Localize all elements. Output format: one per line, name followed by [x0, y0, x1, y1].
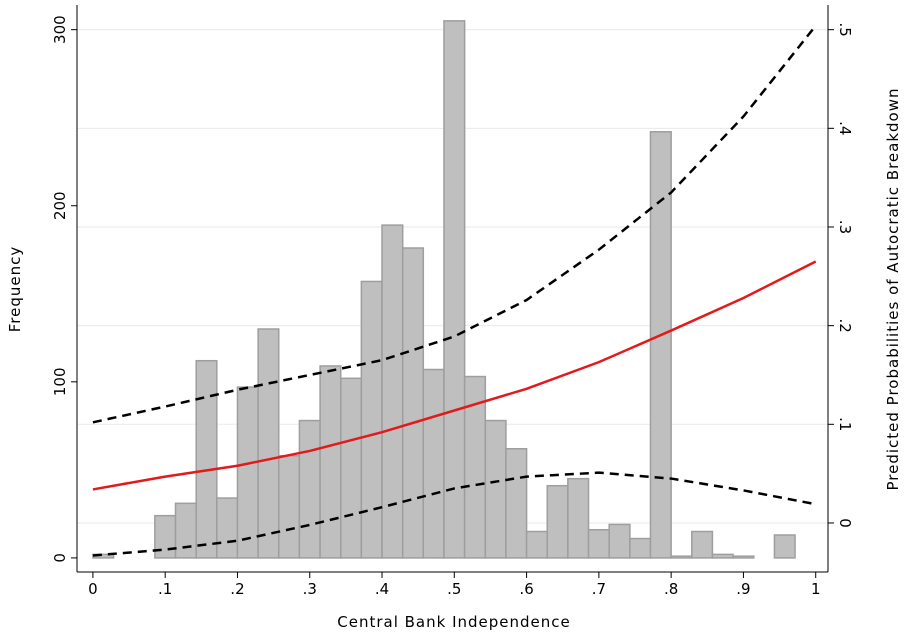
- x-tick-label: .5: [447, 580, 461, 598]
- bar: [340, 377, 363, 559]
- bar: [422, 368, 445, 559]
- x-tick-label: 1: [811, 580, 821, 598]
- y2-tick-label: .2: [836, 318, 854, 332]
- bar: [277, 455, 301, 559]
- x-tick-label: .1: [158, 580, 172, 598]
- bar: [629, 537, 652, 559]
- x-tick-label: .2: [230, 580, 244, 598]
- bar: [319, 365, 342, 559]
- bar: [587, 528, 610, 559]
- bar: [567, 477, 590, 559]
- bar: [505, 447, 528, 559]
- y2-tick-label: .5: [836, 23, 854, 37]
- x-tick-label: .3: [303, 580, 317, 598]
- y-tick-label: 300: [51, 15, 69, 44]
- bar: [92, 553, 115, 559]
- x-axis-title: Central Bank Independence: [337, 613, 571, 631]
- line: [92, 260, 817, 491]
- x-tick-label: .7: [592, 580, 606, 598]
- bar: [691, 530, 714, 559]
- bar: [608, 523, 631, 559]
- bar: [257, 328, 280, 559]
- y2-tick-label: .3: [836, 220, 854, 234]
- y-tick-label: 100: [51, 368, 69, 397]
- bar: [649, 131, 672, 559]
- y2-tick-label: 0: [836, 518, 854, 528]
- bar: [670, 555, 693, 559]
- x-tick-label: 0: [88, 580, 98, 598]
- line: [92, 471, 816, 557]
- bar: [525, 530, 549, 559]
- bar: [236, 386, 259, 559]
- y-tick-label: 0: [51, 553, 69, 563]
- bar: [484, 419, 507, 559]
- line: [92, 24, 817, 424]
- bar: [216, 497, 239, 559]
- bar: [443, 20, 466, 559]
- y-tick-label: 200: [51, 191, 69, 220]
- y2-axis-title: Predicted Probabilities of Autocratic Br…: [884, 87, 902, 490]
- bar: [298, 419, 321, 559]
- bar: [546, 484, 569, 559]
- bar: [174, 502, 197, 559]
- bar: [360, 280, 383, 559]
- y2-tick-label: .4: [836, 121, 854, 135]
- bar: [195, 359, 218, 559]
- bar: [732, 555, 755, 559]
- bar: [154, 514, 177, 559]
- x-tick-label: .4: [375, 580, 389, 598]
- bar: [401, 247, 425, 559]
- x-tick-label: .8: [664, 580, 678, 598]
- x-tick-label: .9: [736, 580, 750, 598]
- y2-tick-label: .1: [836, 417, 854, 431]
- y-axis-title: Frequency: [6, 246, 24, 333]
- x-tick-label: .6: [519, 580, 533, 598]
- bar: [381, 224, 404, 559]
- bar: [773, 534, 796, 559]
- bar: [711, 553, 734, 559]
